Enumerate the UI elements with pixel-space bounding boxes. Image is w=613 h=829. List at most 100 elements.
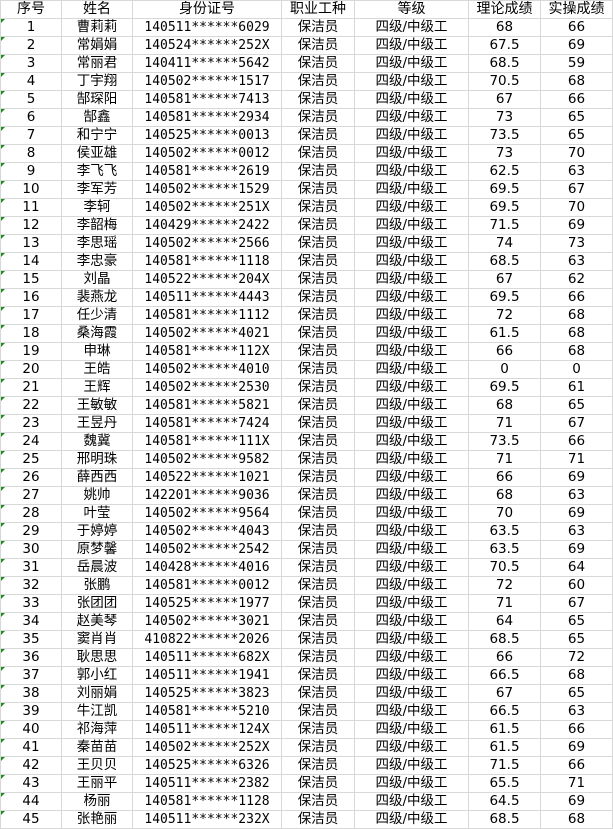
name-cell[interactable]: 牛江凯 <box>61 702 133 721</box>
practical-score-cell[interactable]: 67 <box>540 594 613 613</box>
practical-score-cell[interactable]: 63 <box>540 162 613 181</box>
theory-score-cell[interactable]: 74 <box>468 234 541 253</box>
theory-score-cell[interactable]: 70 <box>468 504 541 523</box>
occupation-cell[interactable]: 保洁员 <box>281 666 355 685</box>
index-cell[interactable]: 33 <box>0 594 62 613</box>
theory-score-cell[interactable]: 69.5 <box>468 378 541 397</box>
id-number-cell[interactable]: 140525******6326 <box>132 756 282 775</box>
id-number-cell[interactable]: 140502******4010 <box>132 360 282 379</box>
index-cell[interactable]: 30 <box>0 540 62 559</box>
error-indicator-icon[interactable] <box>1 559 5 563</box>
name-cell[interactable]: 李忠豪 <box>61 252 133 271</box>
index-cell[interactable]: 40 <box>0 720 62 739</box>
index-cell[interactable]: 25 <box>0 450 62 469</box>
name-cell[interactable]: 张团团 <box>61 594 133 613</box>
practical-score-cell[interactable]: 67 <box>540 180 613 199</box>
level-cell[interactable]: 四级/中级工 <box>354 414 469 433</box>
id-number-cell[interactable]: 140511******232X <box>132 810 282 829</box>
id-number-cell[interactable]: 140429******2422 <box>132 216 282 235</box>
level-cell[interactable]: 四级/中级工 <box>354 108 469 127</box>
practical-score-cell[interactable]: 61 <box>540 378 613 397</box>
level-cell[interactable]: 四级/中级工 <box>354 738 469 757</box>
level-cell[interactable]: 四级/中级工 <box>354 576 469 595</box>
theory-score-cell[interactable]: 73.5 <box>468 432 541 451</box>
level-cell[interactable]: 四级/中级工 <box>354 432 469 451</box>
occupation-cell[interactable]: 保洁员 <box>281 270 355 289</box>
index-cell[interactable]: 24 <box>0 432 62 451</box>
theory-score-cell[interactable]: 69.5 <box>468 180 541 199</box>
index-cell[interactable]: 6 <box>0 108 62 127</box>
name-cell[interactable]: 王辉 <box>61 378 133 397</box>
occupation-cell[interactable]: 保洁员 <box>281 54 355 73</box>
name-cell[interactable]: 王丽平 <box>61 774 133 793</box>
level-cell[interactable]: 四级/中级工 <box>354 252 469 271</box>
id-number-cell[interactable]: 140411******5642 <box>132 54 282 73</box>
index-cell[interactable]: 20 <box>0 360 62 379</box>
id-number-cell[interactable]: 140428******4016 <box>132 558 282 577</box>
error-indicator-icon[interactable] <box>1 595 5 599</box>
theory-score-cell[interactable]: 69.5 <box>468 198 541 217</box>
level-cell[interactable]: 四级/中级工 <box>354 486 469 505</box>
error-indicator-icon[interactable] <box>1 91 5 95</box>
name-cell[interactable]: 叶莹 <box>61 504 133 523</box>
occupation-cell[interactable]: 保洁员 <box>281 342 355 361</box>
index-cell[interactable]: 41 <box>0 738 62 757</box>
level-cell[interactable]: 四级/中级工 <box>354 306 469 325</box>
id-number-cell[interactable]: 140502******9582 <box>132 450 282 469</box>
error-indicator-icon[interactable] <box>1 469 5 473</box>
index-cell[interactable]: 35 <box>0 630 62 649</box>
practical-score-cell[interactable]: 63 <box>540 252 613 271</box>
occupation-cell[interactable]: 保洁员 <box>281 648 355 667</box>
index-cell[interactable]: 26 <box>0 468 62 487</box>
theory-score-cell[interactable]: 64.5 <box>468 792 541 811</box>
theory-score-cell[interactable]: 67.5 <box>468 36 541 55</box>
practical-score-cell[interactable]: 65 <box>540 630 613 649</box>
practical-score-cell[interactable]: 69 <box>540 36 613 55</box>
header-cell-theory-score[interactable]: 理论成绩 <box>468 0 541 19</box>
id-number-cell[interactable]: 140502******0012 <box>132 144 282 163</box>
id-number-cell[interactable]: 140502******2530 <box>132 378 282 397</box>
index-cell[interactable]: 7 <box>0 126 62 145</box>
index-cell[interactable]: 34 <box>0 612 62 631</box>
theory-score-cell[interactable]: 66 <box>468 468 541 487</box>
occupation-cell[interactable]: 保洁员 <box>281 540 355 559</box>
error-indicator-icon[interactable] <box>1 397 5 401</box>
theory-score-cell[interactable]: 68 <box>468 396 541 415</box>
occupation-cell[interactable]: 保洁员 <box>281 576 355 595</box>
theory-score-cell[interactable]: 68.5 <box>468 630 541 649</box>
occupation-cell[interactable]: 保洁员 <box>281 702 355 721</box>
theory-score-cell[interactable]: 73.5 <box>468 126 541 145</box>
level-cell[interactable]: 四级/中级工 <box>354 18 469 37</box>
index-cell[interactable]: 31 <box>0 558 62 577</box>
index-cell[interactable]: 13 <box>0 234 62 253</box>
theory-score-cell[interactable]: 63.5 <box>468 540 541 559</box>
name-cell[interactable]: 郭小红 <box>61 666 133 685</box>
error-indicator-icon[interactable] <box>1 739 5 743</box>
level-cell[interactable]: 四级/中级工 <box>354 270 469 289</box>
index-cell[interactable]: 15 <box>0 270 62 289</box>
name-cell[interactable]: 窦肖肖 <box>61 630 133 649</box>
id-number-cell[interactable]: 140502******3021 <box>132 612 282 631</box>
id-number-cell[interactable]: 140581******111X <box>132 432 282 451</box>
id-number-cell[interactable]: 140511******6029 <box>132 18 282 37</box>
name-cell[interactable]: 邢明珠 <box>61 450 133 469</box>
occupation-cell[interactable]: 保洁员 <box>281 216 355 235</box>
practical-score-cell[interactable]: 65 <box>540 108 613 127</box>
practical-score-cell[interactable]: 68 <box>540 324 613 343</box>
id-number-cell[interactable]: 140581******5210 <box>132 702 282 721</box>
level-cell[interactable]: 四级/中级工 <box>354 360 469 379</box>
practical-score-cell[interactable]: 64 <box>540 558 613 577</box>
index-cell[interactable]: 37 <box>0 666 62 685</box>
index-cell[interactable]: 27 <box>0 486 62 505</box>
name-cell[interactable]: 原梦馨 <box>61 540 133 559</box>
error-indicator-icon[interactable] <box>1 325 5 329</box>
occupation-cell[interactable]: 保洁员 <box>281 108 355 127</box>
error-indicator-icon[interactable] <box>1 55 5 59</box>
error-indicator-icon[interactable] <box>1 487 5 491</box>
error-indicator-icon[interactable] <box>1 145 5 149</box>
theory-score-cell[interactable]: 61.5 <box>468 738 541 757</box>
id-number-cell[interactable]: 140522******1021 <box>132 468 282 487</box>
error-indicator-icon[interactable] <box>1 811 5 815</box>
theory-score-cell[interactable]: 71 <box>468 414 541 433</box>
theory-score-cell[interactable]: 67 <box>468 90 541 109</box>
